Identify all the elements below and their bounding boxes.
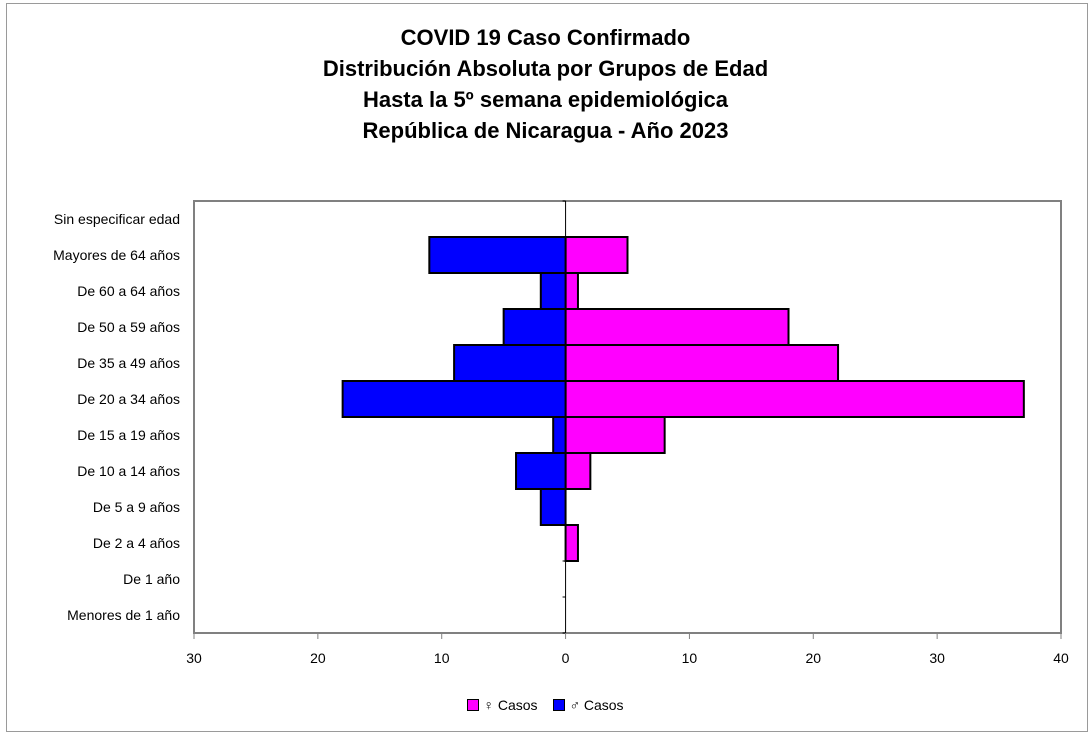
bar-male-6 — [552, 416, 567, 454]
category-label-7: De 10 a 14 años — [77, 463, 180, 479]
title-line-3: Hasta la 5º semana epidemiológica — [362, 87, 729, 112]
bar-male-4 — [453, 344, 567, 382]
category-label-1: Mayores de 64 años — [53, 247, 180, 263]
category-label-0: Sin especificar edad — [54, 211, 180, 227]
legend-item-male: ♂ Casos — [553, 697, 624, 713]
bar-male-2 — [539, 272, 567, 310]
x-tick-label-6: 30 — [929, 650, 945, 666]
category-label-11: Menores de 1 año — [67, 607, 180, 623]
legend-label-male: ♂ Casos — [569, 697, 624, 713]
bar-female-7 — [564, 452, 592, 490]
x-tick-label-5: 20 — [805, 650, 821, 666]
category-label-4: De 35 a 49 años — [77, 355, 180, 371]
bar-female-2 — [564, 272, 579, 310]
legend-item-female: ♀ Casos — [467, 697, 538, 713]
title-line-1: COVID 19 Caso Confirmado — [400, 25, 691, 50]
bar-male-5 — [341, 380, 567, 418]
bar-female-5 — [564, 380, 1025, 418]
legend-label-female: ♀ Casos — [483, 697, 538, 713]
bar-female-9 — [564, 524, 579, 562]
bar-female-4 — [564, 344, 840, 382]
x-tick-label-0: 30 — [186, 650, 202, 666]
legend-swatch-female — [467, 699, 480, 711]
bar-male-7 — [515, 452, 567, 490]
x-tick-label-1: 20 — [310, 650, 326, 666]
bar-female-6 — [564, 416, 666, 454]
chart-title: COVID 19 Caso Confirmado Distribución Ab… — [0, 22, 1091, 146]
title-line-4: República de Nicaragua - Año 2023 — [362, 118, 729, 143]
bar-male-8 — [539, 488, 567, 526]
bar-male-3 — [502, 308, 567, 346]
legend: ♀ Casos ♂ Casos — [0, 697, 1091, 714]
category-label-5: De 20 a 34 años — [77, 391, 180, 407]
x-tick-label-7: 40 — [1053, 650, 1069, 666]
x-tick-label-4: 10 — [682, 650, 698, 666]
bar-female-1 — [564, 236, 629, 274]
bar-male-1 — [428, 236, 567, 274]
category-label-3: De 50 a 59 años — [77, 319, 180, 335]
bar-female-3 — [564, 308, 790, 346]
plot-area — [193, 200, 1062, 634]
legend-swatch-male — [553, 699, 566, 711]
category-label-10: De 1 año — [123, 571, 180, 587]
category-label-2: De 60 a 64 años — [77, 283, 180, 299]
category-label-9: De 2 a 4 años — [93, 535, 180, 551]
category-label-8: De 5 a 9 años — [93, 499, 180, 515]
category-label-6: De 15 a 19 años — [77, 427, 180, 443]
x-tick-label-2: 10 — [434, 650, 450, 666]
title-line-2: Distribución Absoluta por Grupos de Edad — [322, 56, 769, 81]
x-tick-label-3: 0 — [562, 650, 570, 666]
